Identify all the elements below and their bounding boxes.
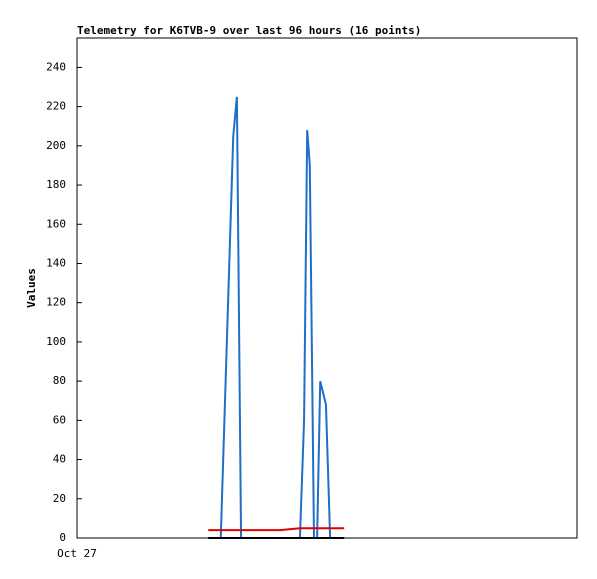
y-tick-label: 60 [53, 413, 66, 426]
y-tick-label: 40 [53, 453, 66, 466]
y-tick-label: 200 [46, 139, 66, 152]
y-tick-label: 100 [46, 335, 66, 348]
x-tick-label: Oct 27 [57, 547, 97, 560]
y-tick-label: 140 [46, 256, 66, 269]
series-line [208, 527, 345, 532]
y-tick-label: 240 [46, 60, 66, 73]
y-tick-label: 220 [46, 100, 66, 113]
series-line [208, 96, 345, 539]
y-axis-label: Values [25, 268, 38, 308]
y-tick-label: 160 [46, 217, 66, 230]
y-tick-label: 80 [53, 374, 66, 387]
y-tick-label: 20 [53, 492, 66, 505]
y-tick-label: 180 [46, 178, 66, 191]
y-tick-label: 120 [46, 296, 66, 309]
chart-title: Telemetry for K6TVB-9 over last 96 hours… [77, 24, 421, 37]
y-tick-label: 0 [59, 531, 66, 544]
